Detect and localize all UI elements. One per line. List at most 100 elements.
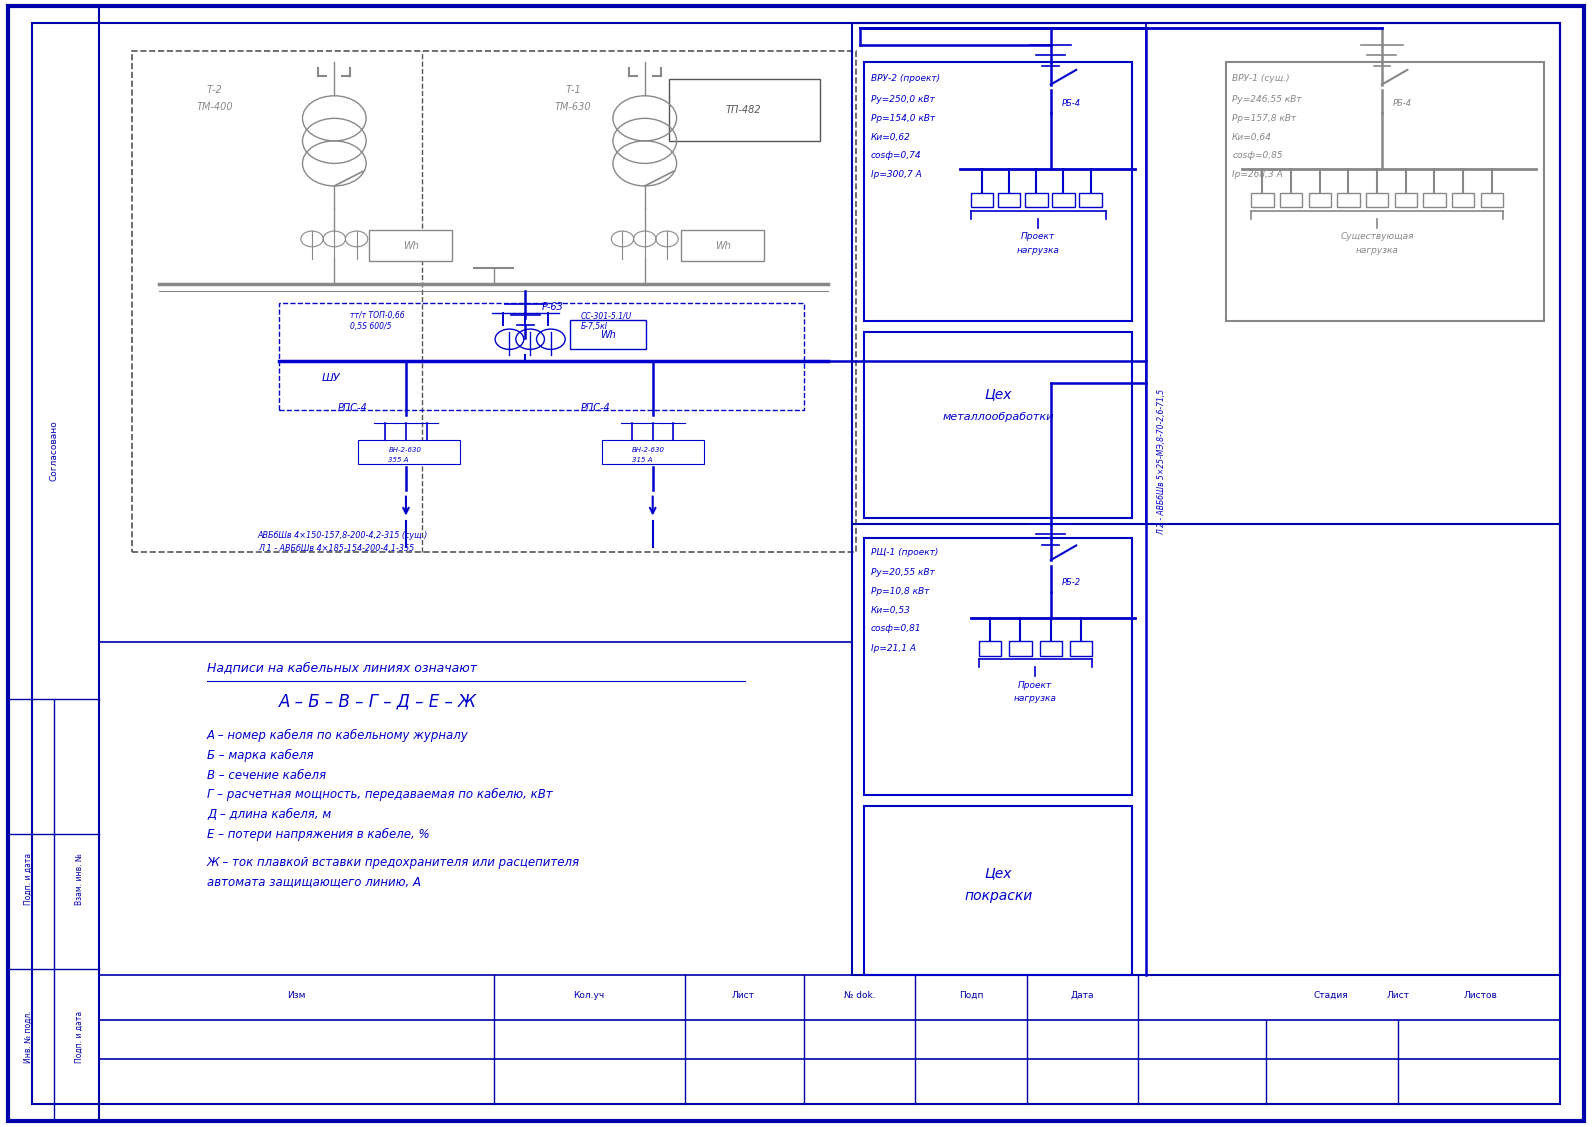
Text: А – Б – В – Г – Д – Е – Ж: А – Б – В – Г – Д – Е – Ж [279, 692, 476, 710]
Text: Цех: Цех [984, 867, 1013, 880]
Text: ВН-2-630: ВН-2-630 [632, 446, 665, 453]
Text: Рр=10,8 кВт: Рр=10,8 кВт [871, 587, 930, 596]
Text: Лист: Лист [1387, 991, 1409, 1000]
Text: cosф=0,81: cosф=0,81 [871, 624, 922, 633]
Text: Ки=0,53: Ки=0,53 [871, 606, 911, 615]
Text: Кол.уч: Кол.уч [573, 991, 605, 1000]
Text: автомата защищающего линию, А: автомата защищающего линию, А [207, 875, 420, 888]
Text: Рр=157,8 кВт: Рр=157,8 кВт [1232, 114, 1296, 123]
Text: Инв. № подл.: Инв. № подл. [24, 1011, 33, 1063]
Text: Цех: Цех [984, 388, 1013, 401]
Bar [570, 320, 646, 349]
Text: Подп: Подп [958, 991, 984, 1000]
Text: Подп. и дата: Подп. и дата [24, 853, 33, 905]
Bar [1452, 193, 1474, 207]
Bar [1070, 641, 1092, 656]
Bar [1481, 193, 1503, 207]
Text: ВН-2-630: ВН-2-630 [388, 446, 422, 453]
Text: РБ-2: РБ-2 [1062, 578, 1081, 587]
Text: Л 2 - АВБбШв 5×25-МЭ,8-70-2,6-71,5: Л 2 - АВБбШв 5×25-МЭ,8-70-2,6-71,5 [1157, 389, 1167, 535]
Text: Проект: Проект [1017, 681, 1052, 690]
Text: АВБбШв 4×150-157,8-200-4,2-315 (сущ.): АВБбШв 4×150-157,8-200-4,2-315 (сущ.) [258, 531, 428, 540]
Text: Ру=20,55 кВт: Ру=20,55 кВт [871, 568, 935, 577]
Text: № dok.: № dok. [844, 991, 876, 1000]
Text: Д – длина кабеля, м: Д – длина кабеля, м [207, 808, 331, 822]
Text: Листов: Листов [1463, 991, 1498, 1000]
Bar [1226, 62, 1544, 321]
Text: ТМ-400: ТМ-400 [196, 103, 234, 112]
Text: Стадия: Стадия [1313, 991, 1348, 1000]
Text: Надписи на кабельных линиях означают: Надписи на кабельных линиях означают [207, 660, 478, 674]
Text: Взам. инв. №: Взам. инв. № [75, 853, 84, 905]
Text: Дата: Дата [1071, 991, 1094, 1000]
Text: Wh: Wh [600, 330, 616, 339]
Text: Ки=0,64: Ки=0,64 [1232, 133, 1272, 142]
Text: покраски: покраски [965, 889, 1032, 903]
Bar [1079, 193, 1102, 207]
Bar [1309, 193, 1331, 207]
Bar [864, 332, 1132, 518]
Text: Существующая: Существующая [1340, 232, 1414, 241]
Bar [132, 51, 856, 552]
Text: Ж – ток плавкой вставки предохранителя или расцепителя: Ж – ток плавкой вставки предохранителя и… [207, 855, 579, 869]
Text: Согласовано: Согласовано [49, 420, 59, 481]
Bar [358, 440, 460, 464]
Bar [602, 440, 704, 464]
Text: РБ-4: РБ-4 [1062, 99, 1081, 108]
Text: Е – потери напряжения в кабеле, %: Е – потери напряжения в кабеле, % [207, 827, 430, 841]
Text: нагрузка: нагрузка [1014, 694, 1055, 703]
Text: РБ-4: РБ-4 [1393, 99, 1412, 108]
Bar [971, 193, 993, 207]
Text: Р-63: Р-63 [541, 302, 564, 311]
Bar [1040, 641, 1062, 656]
Text: Б-7,5кI: Б-7,5кI [581, 322, 608, 331]
Text: Iр=21,1 А: Iр=21,1 А [871, 644, 915, 653]
Bar [864, 62, 1132, 321]
Text: Т-2: Т-2 [207, 86, 223, 95]
Bar [864, 806, 1132, 975]
Bar [852, 23, 1560, 975]
Text: Л 1 - АВБбШв 4×185-154-200-4,1-355: Л 1 - АВБбШв 4×185-154-200-4,1-355 [258, 544, 414, 553]
Text: Wh: Wh [715, 241, 731, 250]
Text: Рр=154,0 кВт: Рр=154,0 кВт [871, 114, 935, 123]
Bar [279, 303, 804, 410]
Text: cosф=0,74: cosф=0,74 [871, 151, 922, 160]
Text: А – номер кабеля по кабельному журналу: А – номер кабеля по кабельному журналу [207, 729, 468, 743]
Text: Подп. и дата: Подп. и дата [75, 1011, 84, 1063]
Text: РПС-4: РПС-4 [581, 403, 611, 412]
Bar [681, 230, 764, 261]
Text: Б – марка кабеля: Б – марка кабеля [207, 748, 314, 762]
Bar [979, 641, 1001, 656]
Text: нагрузка: нагрузка [1017, 246, 1059, 255]
Bar [1337, 193, 1360, 207]
Text: ШУ: ШУ [322, 373, 341, 382]
Text: Проект: Проект [1020, 232, 1055, 241]
Text: Изм: Изм [287, 991, 306, 1000]
Text: металлообработки: металлообработки [942, 412, 1054, 421]
Bar [1280, 193, 1302, 207]
Bar [864, 538, 1132, 795]
Text: cosф=0,85: cosф=0,85 [1232, 151, 1283, 160]
Text: Iр=268,3 А: Iр=268,3 А [1232, 170, 1283, 179]
Bar [369, 230, 452, 261]
Text: Wh: Wh [403, 241, 419, 250]
Bar [1025, 193, 1048, 207]
Text: Iр=300,7 А: Iр=300,7 А [871, 170, 922, 179]
Text: 315 А: 315 А [632, 456, 653, 463]
Text: РЩ-1 (проект): РЩ-1 (проект) [871, 548, 938, 557]
Text: РПС-4: РПС-4 [338, 403, 368, 412]
Bar [998, 193, 1020, 207]
Text: Г – расчетная мощность, передаваемая по кабелю, кВт: Г – расчетная мощность, передаваемая по … [207, 788, 552, 801]
Text: ВРУ-2 (проект): ВРУ-2 (проект) [871, 74, 939, 83]
Text: ТП-482: ТП-482 [726, 106, 761, 115]
Bar [1395, 193, 1417, 207]
Bar [1009, 641, 1032, 656]
Text: ВРУ-1 (сущ.): ВРУ-1 (сущ.) [1232, 74, 1290, 83]
Text: ТМ-630: ТМ-630 [554, 103, 592, 112]
Text: тт/т ТОП-0,66: тт/т ТОП-0,66 [350, 311, 404, 320]
Bar [1251, 193, 1274, 207]
Text: 0,5S 600/5: 0,5S 600/5 [350, 322, 392, 331]
Bar [1052, 193, 1075, 207]
Bar [1366, 193, 1388, 207]
Text: Ру=246,55 кВт: Ру=246,55 кВт [1232, 95, 1302, 104]
